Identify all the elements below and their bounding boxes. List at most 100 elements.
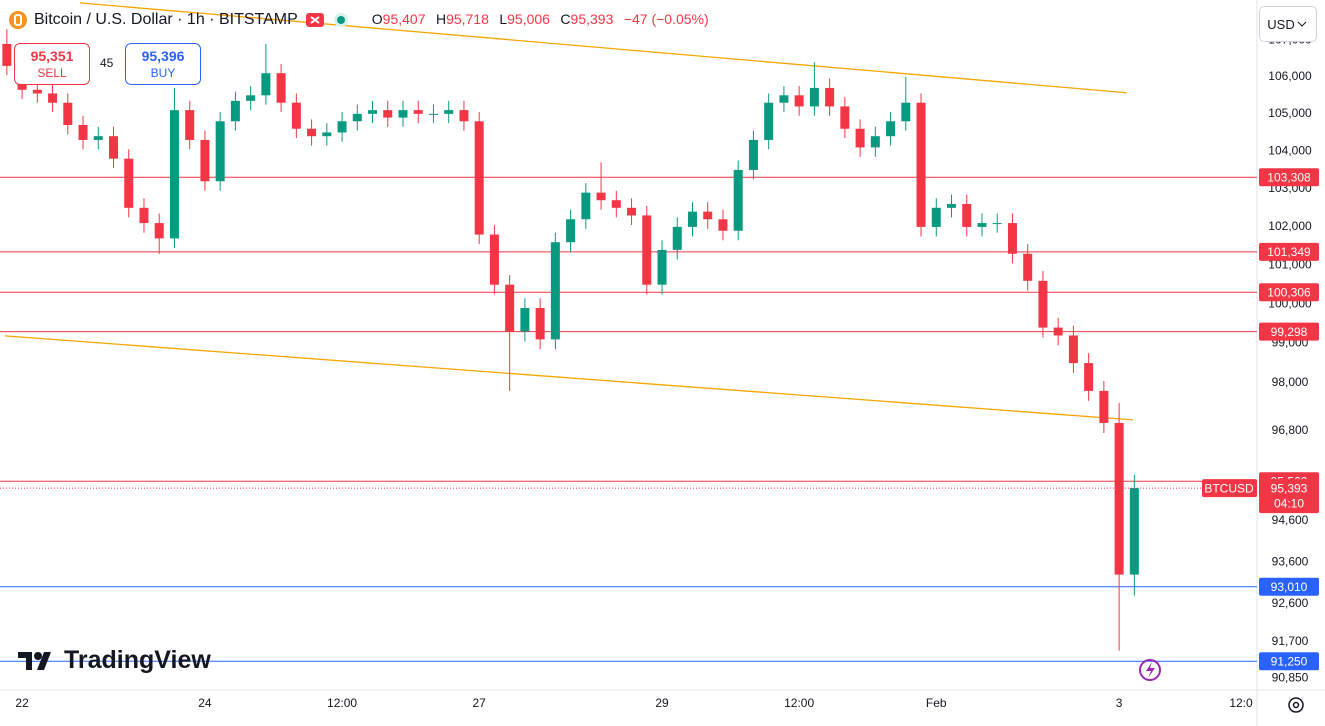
candle-body — [2, 43, 12, 66]
symbol-tag — [1202, 479, 1257, 498]
y-tick-label: 98,000 — [1272, 375, 1309, 389]
y-tick-label: 106,000 — [1268, 69, 1312, 83]
y-tick-label: 101,000 — [1268, 257, 1312, 271]
candle-body — [657, 249, 667, 285]
dropdown-arrow — [1297, 21, 1307, 27]
level-label-box — [1259, 242, 1319, 261]
candle-body — [855, 128, 865, 148]
buy-label: BUY — [150, 66, 176, 80]
ohlc-value: 95,006 — [507, 11, 550, 27]
candle-body — [109, 136, 119, 159]
symbol-tag-label: BTCUSD — [1204, 481, 1254, 495]
candle-body — [383, 110, 393, 118]
candle-body — [185, 110, 195, 140]
candle-body — [261, 73, 271, 96]
currency-button[interactable]: USD — [1259, 6, 1317, 42]
candle-body — [215, 121, 225, 182]
candle-body — [520, 308, 530, 332]
y-tick-label: 92,600 — [1272, 596, 1309, 610]
flag-icon[interactable] — [304, 11, 326, 29]
header: Bitcoin / U.S. Dollar · 1h · BITSTAMP O 9… — [8, 10, 715, 30]
x-tick-label: 27 — [473, 696, 487, 710]
candle-body — [977, 223, 987, 227]
candle-body — [169, 110, 179, 239]
candle-body — [550, 242, 560, 340]
candle-body — [1114, 422, 1124, 575]
x-tick-label: 12:00 — [784, 696, 814, 710]
level-label-box — [1259, 283, 1319, 302]
level-label-box — [1259, 322, 1319, 341]
candle-body — [307, 128, 317, 137]
candle-body — [139, 207, 149, 224]
bitcoin-logo — [9, 11, 27, 29]
candle-body — [1038, 280, 1048, 328]
level-label: 100,306 — [1267, 285, 1311, 299]
sell-price: 95,351 — [30, 48, 74, 64]
candle-body — [444, 110, 454, 114]
candle-body — [1084, 363, 1094, 391]
currency: USD — [1267, 16, 1295, 32]
candle-body — [398, 110, 408, 118]
level-label: 91,250 — [1271, 654, 1308, 668]
level-label-box — [1259, 168, 1319, 187]
symbol-title[interactable]: Bitcoin / U.S. Dollar · 1h · BITSTAMP — [34, 11, 298, 28]
x-tick-label: 22 — [15, 696, 29, 710]
candle-body — [291, 102, 301, 129]
level-label: 99,298 — [1271, 325, 1308, 339]
candle-body — [474, 121, 484, 235]
candle-body — [901, 102, 911, 122]
candle-body — [672, 226, 682, 250]
ohlc-key: C — [560, 11, 571, 27]
y-tick-label: 91,700 — [1272, 634, 1309, 648]
candle-body — [718, 219, 728, 231]
y-tick-label: 96,800 — [1272, 423, 1309, 437]
candle-body — [246, 95, 256, 101]
x-tick-label: 24 — [198, 696, 212, 710]
level-label-box — [1259, 652, 1319, 671]
level-label: 93,010 — [1271, 580, 1308, 594]
sell-button[interactable]: 95,351 SELL — [14, 43, 90, 85]
candle-body — [825, 87, 835, 107]
ohlc-value: 95,718 — [446, 11, 489, 27]
candle-body — [1129, 488, 1139, 575]
settings-icon-center — [1292, 701, 1300, 709]
candle-body — [703, 211, 713, 220]
candle-body — [733, 169, 743, 231]
candle-body — [916, 102, 926, 227]
y-tick-label: 102,000 — [1268, 219, 1312, 233]
candle-body — [642, 215, 652, 285]
buy-button[interactable]: 95,396 BUY — [125, 43, 201, 85]
candle-body — [809, 87, 819, 107]
candle-body — [962, 204, 972, 227]
ohlc-value: 95,393 — [570, 11, 614, 27]
ohlc-key: L — [499, 11, 508, 27]
y-tick-label: 93,600 — [1272, 554, 1309, 568]
candle-body — [1053, 327, 1063, 336]
candle-body — [535, 308, 545, 340]
candle-body — [1007, 223, 1017, 254]
candle-body — [32, 89, 42, 94]
candle-body — [93, 136, 103, 140]
candle-body — [886, 121, 896, 137]
candle-body — [764, 102, 774, 140]
y-tick-label: 94,600 — [1272, 513, 1309, 527]
candle-body — [200, 139, 210, 182]
candle-body — [1068, 335, 1078, 364]
candle-body — [779, 95, 789, 103]
candle-body — [566, 219, 576, 243]
change: −47 (−0.05%) — [623, 11, 709, 27]
candle-body — [1023, 253, 1033, 281]
candle-body — [581, 192, 591, 220]
x-tick-label: 29 — [655, 696, 669, 710]
y-tick-label: 90,850 — [1272, 671, 1309, 685]
sell-label: SELL — [37, 66, 67, 80]
ohlc-key: O — [371, 11, 383, 27]
candle-body — [794, 95, 804, 107]
last-price-label: 95,393 — [1271, 481, 1308, 495]
spread: 45 — [100, 56, 114, 70]
candle-body — [63, 102, 73, 126]
candle-body — [947, 204, 957, 208]
candle-body — [48, 93, 58, 103]
candle-body — [322, 132, 332, 137]
